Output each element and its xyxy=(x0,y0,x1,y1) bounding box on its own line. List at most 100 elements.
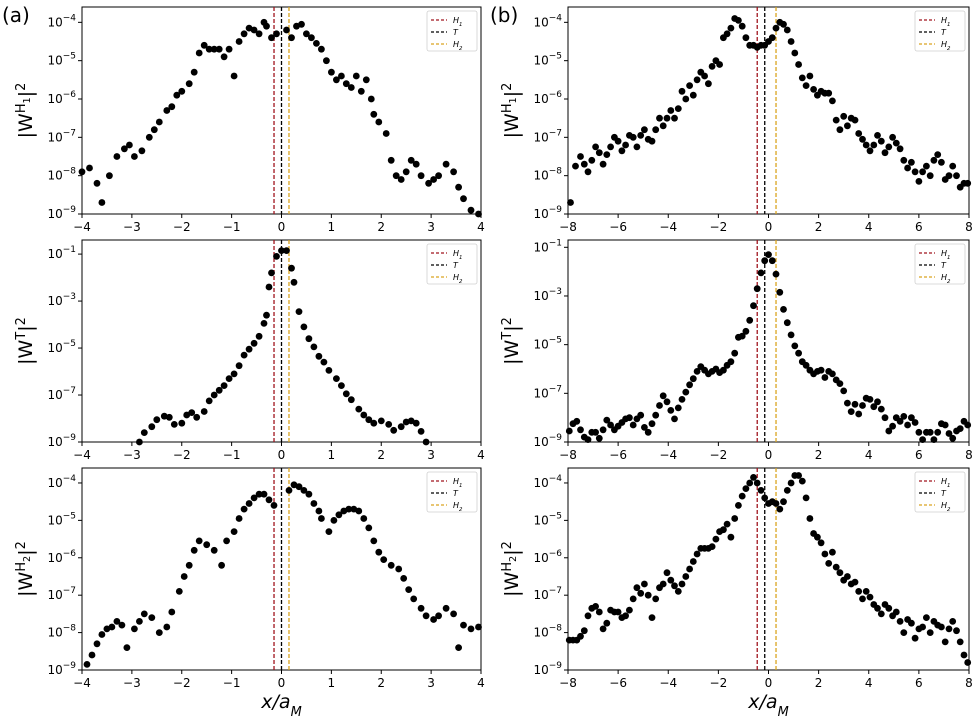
data-point xyxy=(308,34,315,42)
data-point xyxy=(278,247,285,255)
data-point xyxy=(919,168,926,176)
chart-b-H1: −8 −6 −4 −2 0 2 4 6 8 10−9 10−8 10−7 10−6 10−5 10−4 |WH… xyxy=(500,6,973,234)
data-point xyxy=(255,490,263,498)
data-point xyxy=(851,400,859,408)
data-point xyxy=(318,515,325,522)
data-point xyxy=(753,285,761,293)
data-point xyxy=(588,156,596,164)
data-point xyxy=(338,382,345,389)
x-tick-label: 4 xyxy=(477,220,485,234)
data-point xyxy=(934,428,942,436)
data-point xyxy=(938,623,945,631)
data-point xyxy=(644,428,652,436)
data-point xyxy=(397,423,405,431)
panel-label-a: (a) xyxy=(2,3,30,27)
data-point xyxy=(136,618,143,625)
y-tick-label: 10−9 xyxy=(533,661,562,677)
data-point xyxy=(877,405,885,413)
data-point xyxy=(310,343,318,351)
data-point xyxy=(572,162,579,170)
data-point xyxy=(305,335,313,343)
x-tick-label: −2 xyxy=(173,448,191,462)
data-point xyxy=(210,45,218,53)
data-point xyxy=(618,147,626,155)
x-tick-label: −8 xyxy=(559,220,577,234)
x-tick-label: −6 xyxy=(609,676,627,690)
data-point xyxy=(708,543,716,550)
data-point xyxy=(163,623,171,631)
y-tick-label: 10−9 xyxy=(47,433,76,449)
data-point xyxy=(333,375,340,382)
data-point xyxy=(93,179,101,187)
data-point xyxy=(235,515,243,522)
x-tick-label: 3 xyxy=(427,448,435,462)
data-point xyxy=(810,86,817,93)
data-point xyxy=(904,164,911,172)
data-point xyxy=(412,419,420,427)
data-point xyxy=(268,269,275,277)
data-point xyxy=(325,367,333,374)
data-point xyxy=(964,421,972,429)
data-point xyxy=(814,533,821,541)
data-point xyxy=(889,133,896,141)
data-point xyxy=(637,132,645,139)
data-point xyxy=(780,498,787,506)
x-tick-label: 4 xyxy=(865,676,873,690)
y-tick-label: 10−8 xyxy=(47,167,76,183)
data-point xyxy=(663,569,671,577)
x-tick-label: −4 xyxy=(659,448,677,462)
data-point xyxy=(840,387,848,395)
data-point xyxy=(885,604,893,612)
data-point xyxy=(178,87,186,95)
data-point xyxy=(250,26,258,34)
data-point xyxy=(178,419,186,427)
data-point xyxy=(953,172,960,180)
charts: −4 −3 −2 −1 0 1 2 3 410−910−810−710−610−510−4|WH… xyxy=(14,6,973,716)
data-point xyxy=(323,57,330,65)
data-point xyxy=(750,302,757,310)
y-tick-label: 10−6 xyxy=(47,90,76,106)
data-point xyxy=(325,528,333,535)
data-point xyxy=(829,97,836,105)
data-point xyxy=(633,143,641,151)
data-point xyxy=(140,429,148,436)
y-axis-label: |WT|2 xyxy=(500,317,524,365)
data-point xyxy=(93,640,101,648)
data-point xyxy=(874,604,881,612)
data-point xyxy=(712,535,720,543)
data-point xyxy=(155,629,163,636)
data-point xyxy=(881,414,889,422)
x-tick-label: 2 xyxy=(377,448,385,462)
data-point xyxy=(435,172,442,180)
data-point xyxy=(855,410,863,418)
data-point xyxy=(738,332,746,340)
data-point xyxy=(637,411,645,419)
data-point xyxy=(263,311,270,319)
data-point xyxy=(727,358,735,366)
data-point xyxy=(795,349,802,357)
data-point xyxy=(626,606,633,614)
data-point xyxy=(964,179,972,187)
data-point xyxy=(392,172,400,180)
data-point xyxy=(88,651,96,659)
axes-frame xyxy=(567,467,970,671)
data-point xyxy=(689,558,697,565)
data-point xyxy=(622,612,629,620)
data-point xyxy=(723,520,731,528)
data-point xyxy=(761,494,769,502)
legend-label: H2 xyxy=(453,40,463,52)
data-point xyxy=(851,116,859,124)
x-axis-label: x/aM xyxy=(747,691,788,716)
data-point xyxy=(674,105,682,112)
data-point xyxy=(825,560,833,567)
data-point xyxy=(772,500,780,507)
data-point xyxy=(840,112,848,120)
data-point xyxy=(362,76,370,84)
data-point xyxy=(357,87,365,95)
y-tick-label: 10−5 xyxy=(47,52,76,68)
data-point xyxy=(455,183,462,191)
data-point xyxy=(682,95,690,103)
data-point xyxy=(908,158,915,166)
data-point xyxy=(205,45,213,53)
data-point xyxy=(682,573,690,580)
